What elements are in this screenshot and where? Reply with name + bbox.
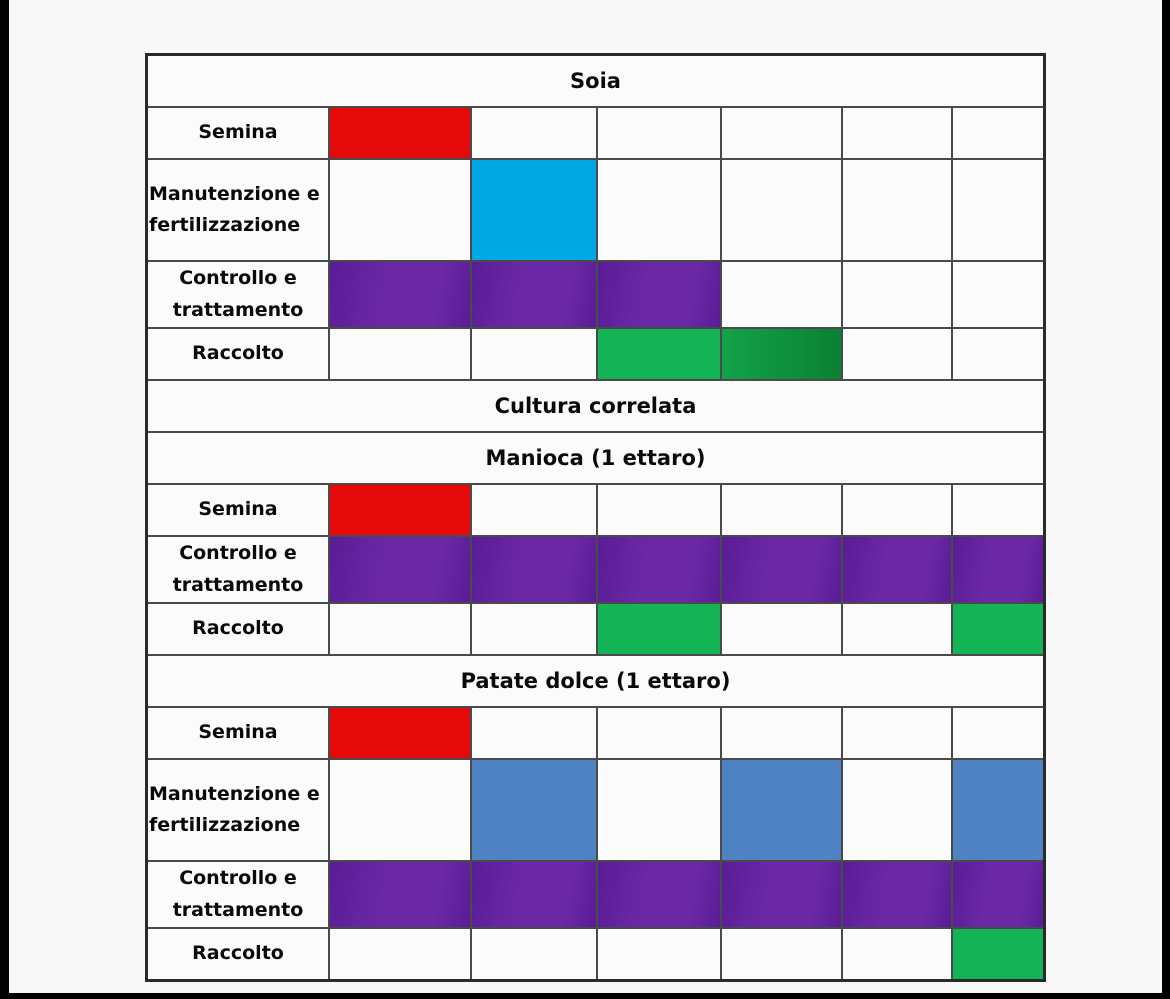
- activity-bar-cell: [472, 160, 596, 260]
- activity-bar-cell: [330, 862, 470, 927]
- activity-bar-cell: [472, 760, 596, 860]
- activity-label-controllo-e-trattamento: Controllo e trattamento: [148, 262, 328, 327]
- period-cell: [843, 760, 951, 860]
- period-cell: [843, 604, 951, 654]
- period-cell: [953, 108, 1043, 158]
- activity-label-controllo-e-trattamento: Controllo e trattamento: [148, 537, 328, 602]
- period-cell: [953, 262, 1043, 327]
- activity-bar-cell: [722, 760, 841, 860]
- activity-bar-cell: [472, 262, 596, 327]
- period-cell: [722, 929, 841, 979]
- period-cell: [843, 929, 951, 979]
- period-cell: [722, 160, 841, 260]
- activity-bar-cell: [598, 862, 720, 927]
- period-cell: [330, 160, 470, 260]
- period-cell: [722, 604, 841, 654]
- period-cell: [722, 262, 841, 327]
- activity-bar-cell: [598, 262, 720, 327]
- period-cell: [843, 708, 951, 758]
- activity-label-manutenzione-e-fertilizzazione: Manutenzione e fertilizzazione: [148, 760, 328, 860]
- period-cell: [843, 485, 951, 535]
- period-cell: [472, 108, 596, 158]
- right-black-border: [1162, 0, 1170, 999]
- period-cell: [953, 329, 1043, 379]
- period-cell: [843, 329, 951, 379]
- activity-label-semina: Semina: [148, 485, 328, 535]
- activity-bar-cell: [722, 862, 841, 927]
- activity-bar-cell: [330, 708, 470, 758]
- period-cell: [472, 929, 596, 979]
- period-cell: [722, 485, 841, 535]
- activity-bar-cell: [953, 862, 1043, 927]
- period-cell: [598, 929, 720, 979]
- period-cell: [330, 604, 470, 654]
- section-header-cultura-correlata: Cultura correlata: [148, 381, 1043, 431]
- period-cell: [843, 108, 951, 158]
- activity-bar-cell: [953, 604, 1043, 654]
- period-cell: [843, 262, 951, 327]
- left-black-border: [0, 0, 9, 999]
- period-cell: [722, 108, 841, 158]
- period-cell: [722, 708, 841, 758]
- activity-bar-cell: [598, 537, 720, 602]
- period-cell: [953, 485, 1043, 535]
- activity-bar-cell: [330, 537, 470, 602]
- activity-label-semina: Semina: [148, 708, 328, 758]
- section-header-soia: Soia: [148, 56, 1043, 106]
- period-cell: [330, 329, 470, 379]
- activity-bar-cell: [472, 862, 596, 927]
- section-header-manioca-1-ettaro: Manioca (1 ettaro): [148, 433, 1043, 483]
- activity-label-controllo-e-trattamento: Controllo e trattamento: [148, 862, 328, 927]
- activity-label-manutenzione-e-fertilizzazione: Manutenzione e fertilizzazione: [148, 160, 328, 260]
- activity-bar-cell: [843, 537, 951, 602]
- period-cell: [843, 160, 951, 260]
- period-cell: [953, 160, 1043, 260]
- period-cell: [472, 708, 596, 758]
- section-header-patate-dolce-1-ettaro: Patate dolce (1 ettaro): [148, 656, 1043, 706]
- crop-calendar-table: Soia Semina Manutenzione e fertilizzazione…: [145, 53, 1046, 982]
- period-cell: [472, 485, 596, 535]
- activity-bar-cell: [598, 604, 720, 654]
- bottom-black-border: [0, 993, 1170, 999]
- period-cell: [598, 108, 720, 158]
- period-cell: [598, 760, 720, 860]
- activity-bar-cell: [722, 329, 841, 379]
- activity-label-raccolto: Raccolto: [148, 329, 328, 379]
- activity-label-raccolto: Raccolto: [148, 929, 328, 979]
- activity-bar-cell: [843, 862, 951, 927]
- activity-bar-cell: [472, 537, 596, 602]
- period-cell: [472, 604, 596, 654]
- period-cell: [953, 708, 1043, 758]
- activity-bar-cell: [953, 929, 1043, 979]
- activity-bar-cell: [598, 329, 720, 379]
- activity-bar-cell: [953, 537, 1043, 602]
- activity-bar-cell: [722, 537, 841, 602]
- activity-label-semina: Semina: [148, 108, 328, 158]
- period-cell: [472, 329, 596, 379]
- period-cell: [598, 708, 720, 758]
- activity-bar-cell: [330, 262, 470, 327]
- period-cell: [330, 929, 470, 979]
- activity-bar-cell: [330, 485, 470, 535]
- activity-label-raccolto: Raccolto: [148, 604, 328, 654]
- activity-bar-cell: [330, 108, 470, 158]
- period-cell: [598, 160, 720, 260]
- period-cell: [598, 485, 720, 535]
- activity-bar-cell: [953, 760, 1043, 860]
- period-cell: [330, 760, 470, 860]
